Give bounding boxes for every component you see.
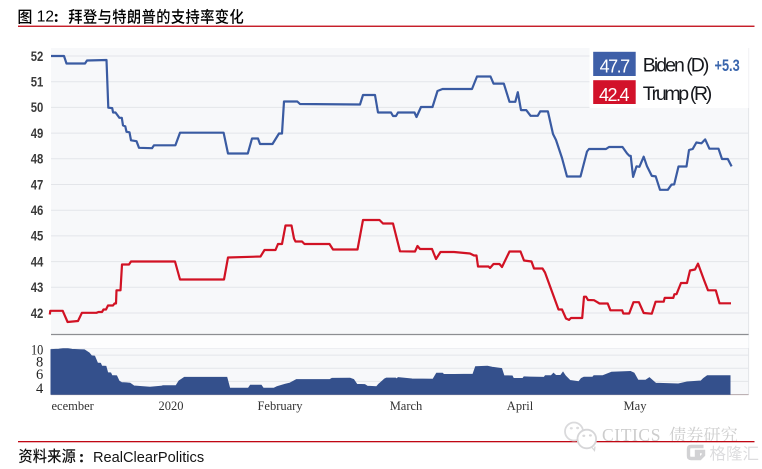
svg-text:42.4: 42.4 <box>599 85 630 105</box>
svg-text:42: 42 <box>31 306 44 321</box>
svg-text:+5.3: +5.3 <box>715 57 740 75</box>
svg-text:CITICS: CITICS <box>602 425 661 445</box>
svg-text:Biden (D): Biden (D) <box>643 55 710 77</box>
svg-text:46: 46 <box>31 203 44 218</box>
svg-text:12: 12 <box>37 9 54 26</box>
svg-text:47.7: 47.7 <box>600 57 631 77</box>
svg-text:50: 50 <box>31 100 44 115</box>
svg-text:45: 45 <box>31 229 44 244</box>
svg-text:51: 51 <box>31 75 44 90</box>
svg-text:49: 49 <box>31 126 44 141</box>
svg-text:43: 43 <box>31 280 44 295</box>
svg-text:44: 44 <box>31 254 44 269</box>
svg-text:10: 10 <box>31 342 43 358</box>
svg-text:Trump (R): Trump (R) <box>643 83 713 105</box>
svg-text:47: 47 <box>31 177 44 192</box>
svg-text:March: March <box>390 399 423 413</box>
svg-text:RealClearPolitics: RealClearPolitics <box>93 450 204 466</box>
svg-text:2020: 2020 <box>159 399 184 413</box>
svg-text:ecember: ecember <box>52 399 95 413</box>
svg-text:48: 48 <box>31 152 44 167</box>
svg-text:8: 8 <box>36 355 43 371</box>
svg-text:April: April <box>507 399 534 413</box>
svg-text:February: February <box>257 399 303 413</box>
svg-text:6: 6 <box>36 367 43 383</box>
svg-text:May: May <box>624 399 648 413</box>
svg-text:4: 4 <box>36 381 44 397</box>
svg-text:52: 52 <box>31 49 44 64</box>
